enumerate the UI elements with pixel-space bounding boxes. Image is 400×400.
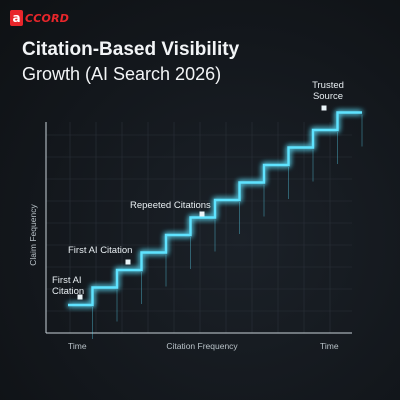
series-line (68, 111, 362, 307)
annotation-label: Trusted (312, 80, 344, 91)
annotation-label: Repeeted Citations (130, 200, 211, 211)
annotation-label: First AI (52, 275, 82, 286)
title-line-2: Growth (AI Search 2026) (22, 64, 222, 84)
annotation-marker (321, 105, 327, 111)
logo-mark-icon: a (10, 10, 23, 26)
x-tick-left: Time (68, 341, 87, 351)
annotation-marker (77, 294, 83, 300)
brand-logo: a CCORD (10, 8, 69, 28)
step-drop-lines (92, 114, 363, 339)
chart-title: Citation-Based Visibility Growth (AI Sea… (22, 38, 352, 86)
title-line-1: Citation-Based Visibility (22, 39, 240, 60)
y-axis-label: Claim Fequency (28, 204, 38, 266)
grid (46, 122, 352, 333)
annotation-label: Citation (52, 286, 84, 297)
x-tick-center: Citation Frequency (166, 341, 238, 351)
annotation-label: First AI Citation (68, 245, 132, 256)
annotation-marker (199, 211, 205, 217)
logo-text: CCORD (25, 11, 70, 25)
annotation-marker (125, 259, 131, 265)
annotation-label: Source (313, 91, 343, 102)
x-tick-right: Time (320, 341, 339, 351)
